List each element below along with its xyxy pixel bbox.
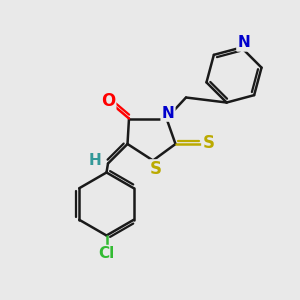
Text: S: S xyxy=(202,134,214,152)
Text: S: S xyxy=(150,160,162,178)
Text: H: H xyxy=(89,153,102,168)
Text: O: O xyxy=(101,92,115,110)
Text: Cl: Cl xyxy=(98,246,115,261)
Text: N: N xyxy=(162,106,174,121)
Text: N: N xyxy=(237,35,250,50)
